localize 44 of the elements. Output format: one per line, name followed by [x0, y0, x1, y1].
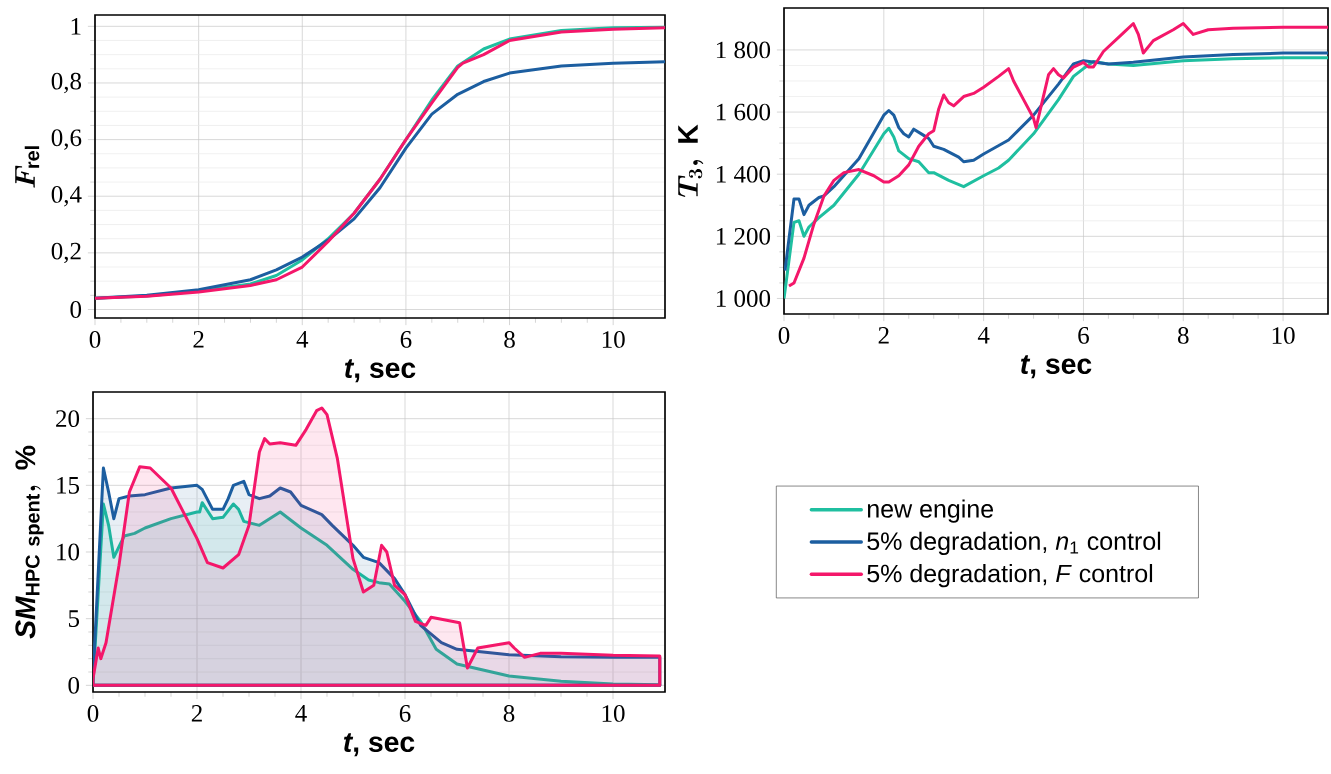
x-tick-label: 0 — [778, 327, 790, 344]
x-tick-label: 2 — [878, 327, 889, 344]
y-axis-title: $F_{\mathrm{rel}}$ — [15, 146, 40, 188]
legend-label: new engine — [867, 499, 994, 523]
y-tick-label: 15 — [57, 476, 80, 494]
y-tick-label: 0,4 — [51, 186, 82, 207]
x-tick-label: 8 — [1177, 327, 1189, 344]
y-axis-title: $\mathit{SM}_{\mathrm{HPC~spent}},~\%$ — [15, 445, 44, 639]
y-tick-label: 10 — [57, 543, 80, 561]
x-tick-label: 0 — [87, 705, 99, 722]
y-tick-label: 0,6 — [51, 129, 82, 150]
y-tick-label: 1 200 — [716, 227, 771, 245]
x-tick-label: 0 — [89, 331, 101, 348]
x-axis-title: t, sec — [343, 733, 415, 757]
x-tick-label: 8 — [504, 331, 515, 348]
x-tick-label: 6 — [399, 705, 411, 722]
x-tick-label: 2 — [191, 705, 202, 722]
x-tick-label: 10 — [602, 331, 625, 348]
legend-label: 5% degradation, F control — [867, 563, 1153, 588]
y-tick-label: 0,8 — [51, 72, 82, 94]
x-tick-label: 6 — [400, 331, 412, 348]
x-axis-title: t, sec — [344, 359, 416, 383]
y-tick-label: 1 — [71, 18, 81, 35]
x-tick-label: 8 — [503, 705, 515, 722]
y-tick-label: 1 600 — [716, 103, 771, 121]
y-axis-title: $T_{3},~\mathrm{K}$ — [678, 124, 704, 197]
y-tick-label: 5 — [68, 610, 80, 627]
x-tick-label: 2 — [193, 331, 204, 348]
x-tick-label: 4 — [977, 327, 990, 344]
x-tick-label: 6 — [1078, 327, 1089, 344]
y-tick-label: 0 — [68, 676, 80, 694]
y-tick-label: 1 000 — [716, 290, 771, 307]
line-series — [787, 22, 1328, 288]
y-tick-label: 0,2 — [51, 242, 81, 264]
x-tick-label: 4 — [295, 705, 307, 722]
y-tick-label: 20 — [56, 410, 80, 428]
y-tick-label: 1 400 — [716, 165, 771, 183]
x-axis-title: t, sec — [1020, 355, 1092, 379]
y-tick-label: 1 800 — [716, 41, 771, 59]
legend-label: 5% degradation, n$_{1}$ control — [867, 531, 1161, 555]
x-tick-label: 10 — [602, 705, 625, 722]
y-tick-label: 0 — [70, 301, 82, 318]
x-tick-label: 4 — [296, 331, 309, 348]
x-tick-label: 10 — [1272, 327, 1295, 344]
